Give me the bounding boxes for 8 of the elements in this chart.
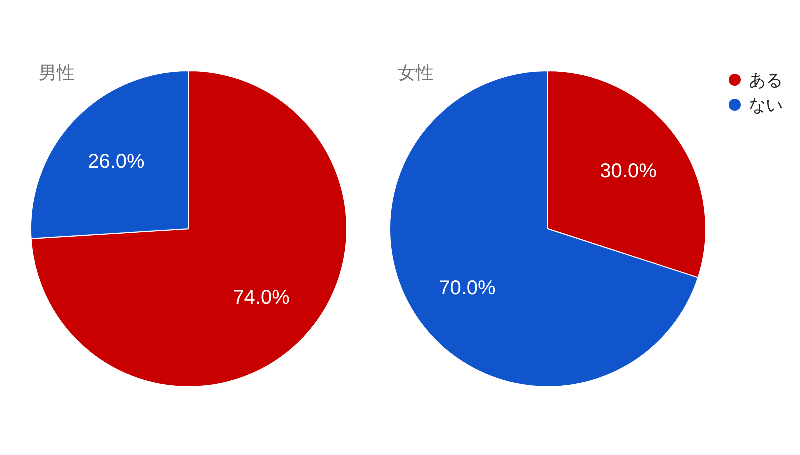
data-label: 74.0%	[233, 287, 290, 310]
data-label: 26.0%	[88, 150, 146, 173]
legend-label: ある	[749, 71, 783, 90]
chart-title: 女性	[398, 63, 434, 83]
legend-label: ない	[749, 96, 783, 115]
chart-title: 男性	[39, 63, 75, 83]
data-label: 70.0%	[439, 278, 496, 300]
data-label: 30.0%	[600, 160, 658, 182]
